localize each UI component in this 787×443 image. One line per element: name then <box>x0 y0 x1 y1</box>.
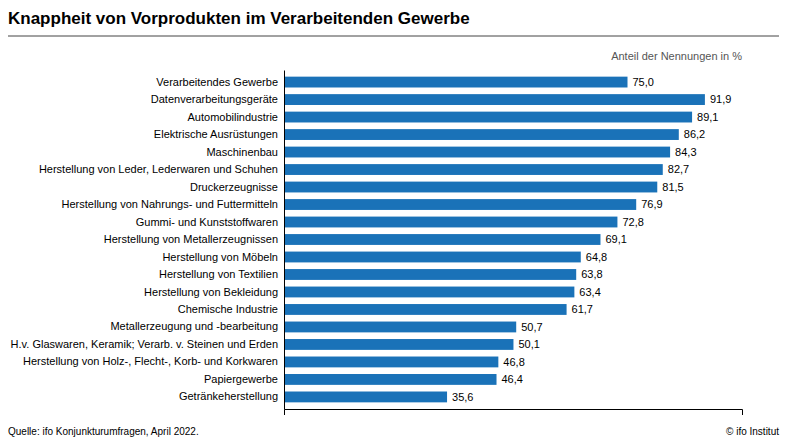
y-tick-label: Metallerzeugung und -bearbeitung <box>110 320 278 332</box>
bar <box>284 234 600 245</box>
y-tick: Elektrische Ausrüstungen <box>154 128 284 140</box>
data-label: 75,0 <box>633 76 654 88</box>
data-label: 89,1 <box>697 111 718 123</box>
title: Knappheit von Vorprodukten im Verarbeite… <box>8 9 470 28</box>
y-tick-label: H.v. Glaswaren, Keramik; Verarb. v. Stei… <box>11 338 278 350</box>
data-label: 84,3 <box>675 146 696 158</box>
bar <box>284 147 670 158</box>
bar <box>284 199 636 210</box>
y-tick: Herstellung von Metallerzeugnissen <box>104 233 284 245</box>
data-label: 61,7 <box>572 303 593 315</box>
bar <box>284 164 663 175</box>
x-axis-line <box>285 410 743 416</box>
data-label: 50,7 <box>521 321 542 333</box>
plot: Verarbeitendes Gewerbe Datenverarbeitungs… <box>11 71 743 416</box>
y-tick-label: Elektrische Ausrüstungen <box>154 128 278 140</box>
y-tick: Gummi- und Kunststoffwaren <box>136 216 284 228</box>
bar <box>284 357 498 368</box>
data-label: 86,2 <box>684 128 705 140</box>
y-tick-label: Getränkeherstellung <box>179 390 278 402</box>
y-tick: H.v. Glaswaren, Keramik; Verarb. v. Stei… <box>11 338 284 350</box>
y-tick-label: Herstellung von Textilien <box>159 268 278 280</box>
data-label: 50,1 <box>518 338 539 350</box>
bar <box>284 287 574 298</box>
y-tick: Herstellung von Bekleidung <box>144 285 284 297</box>
annotation: © ifo Institut <box>726 426 779 437</box>
bar <box>284 112 692 123</box>
y-tick: Chemische Industrie <box>178 303 284 315</box>
bar <box>284 269 576 280</box>
y-tick: Metallerzeugung und -bearbeitung <box>110 320 284 332</box>
y-tick: Papiergewerbe <box>204 373 284 385</box>
bar <box>284 77 628 88</box>
y-tick-label: Herstellung von Bekleidung <box>144 285 278 297</box>
data-label: 69,1 <box>605 233 626 245</box>
data-label: 35,6 <box>452 391 473 403</box>
data-label: 63,8 <box>581 268 602 280</box>
data-label: 46,4 <box>502 373 523 385</box>
data-label: 81,5 <box>662 181 683 193</box>
y-tick: Getränkeherstellung <box>179 390 284 402</box>
annotation: Quelle: ifo Konjunkturumfragen, April 20… <box>8 426 199 437</box>
chart: Knappheit von Vorprodukten im Verarbeite… <box>0 0 787 443</box>
y-tick: Automobilindustrie <box>188 111 285 123</box>
data-label: 46,8 <box>503 356 524 368</box>
x-axis <box>285 410 743 416</box>
y-tick: Maschinenbau <box>206 146 284 158</box>
y-tick-label: Papiergewerbe <box>204 373 278 385</box>
data-label: 72,8 <box>622 216 643 228</box>
y-axis: Verarbeitendes Gewerbe Datenverarbeitungs… <box>11 71 285 410</box>
y-tick-label: Herstellung von Metallerzeugnissen <box>104 233 278 245</box>
y-tick: Herstellung von Nahrungs- und Futtermitt… <box>62 198 284 210</box>
y-tick-label: Maschinenbau <box>206 146 278 158</box>
bars <box>284 77 705 403</box>
bar <box>284 217 617 228</box>
bar <box>284 322 516 333</box>
y-tick: Verarbeitendes Gewerbe <box>156 76 284 88</box>
bar <box>284 304 567 315</box>
y-tick-label: Gummi- und Kunststoffwaren <box>136 216 278 228</box>
y-axis-line <box>284 71 285 410</box>
y-tick-label: Herstellung von Nahrungs- und Futtermitt… <box>62 198 278 210</box>
y-tick-label: Chemische Industrie <box>178 303 278 315</box>
y-tick-label: Druckerzeugnisse <box>190 181 278 193</box>
data-label: 76,9 <box>641 198 662 210</box>
y-tick-label: Herstellung von Möbeln <box>162 251 278 263</box>
y-tick-label: Verarbeitendes Gewerbe <box>156 76 278 88</box>
data-label: 82,7 <box>668 163 689 175</box>
y-tick: Datenverarbeitungsgeräte <box>151 93 284 105</box>
bar <box>284 129 679 140</box>
y-tick-label: Herstellung von Leder, Lederwaren und Sc… <box>39 163 278 175</box>
data-label: 64,8 <box>586 251 607 263</box>
bar <box>284 252 581 263</box>
y-tick: Herstellung von Holz-, Flecht-, Korb- un… <box>23 355 284 367</box>
y-tick-label: Datenverarbeitungsgeräte <box>151 93 278 105</box>
data-label: 63,4 <box>579 286 600 298</box>
title-rule <box>8 36 779 37</box>
bar <box>284 94 705 105</box>
y-tick-label: Automobilindustrie <box>188 111 279 123</box>
bar <box>284 392 447 403</box>
y-tick: Herstellung von Leder, Lederwaren und Sc… <box>39 163 284 175</box>
data-label: 91,9 <box>710 93 731 105</box>
y-tick: Herstellung von Möbeln <box>162 251 284 263</box>
bar <box>284 374 497 385</box>
y-tick: Druckerzeugnisse <box>190 181 284 193</box>
bar <box>284 339 513 350</box>
bar <box>284 182 657 193</box>
subtitle: Anteil der Nennungen in % <box>611 50 742 62</box>
data-labels: 75,0 91,9 89,1 86,2 84,3 82,7 81,576,9 72,8 69,1… <box>452 76 731 403</box>
y-tick-label: Herstellung von Holz-, Flecht-, Korb- un… <box>23 355 278 367</box>
y-tick: Herstellung von Textilien <box>159 268 284 280</box>
